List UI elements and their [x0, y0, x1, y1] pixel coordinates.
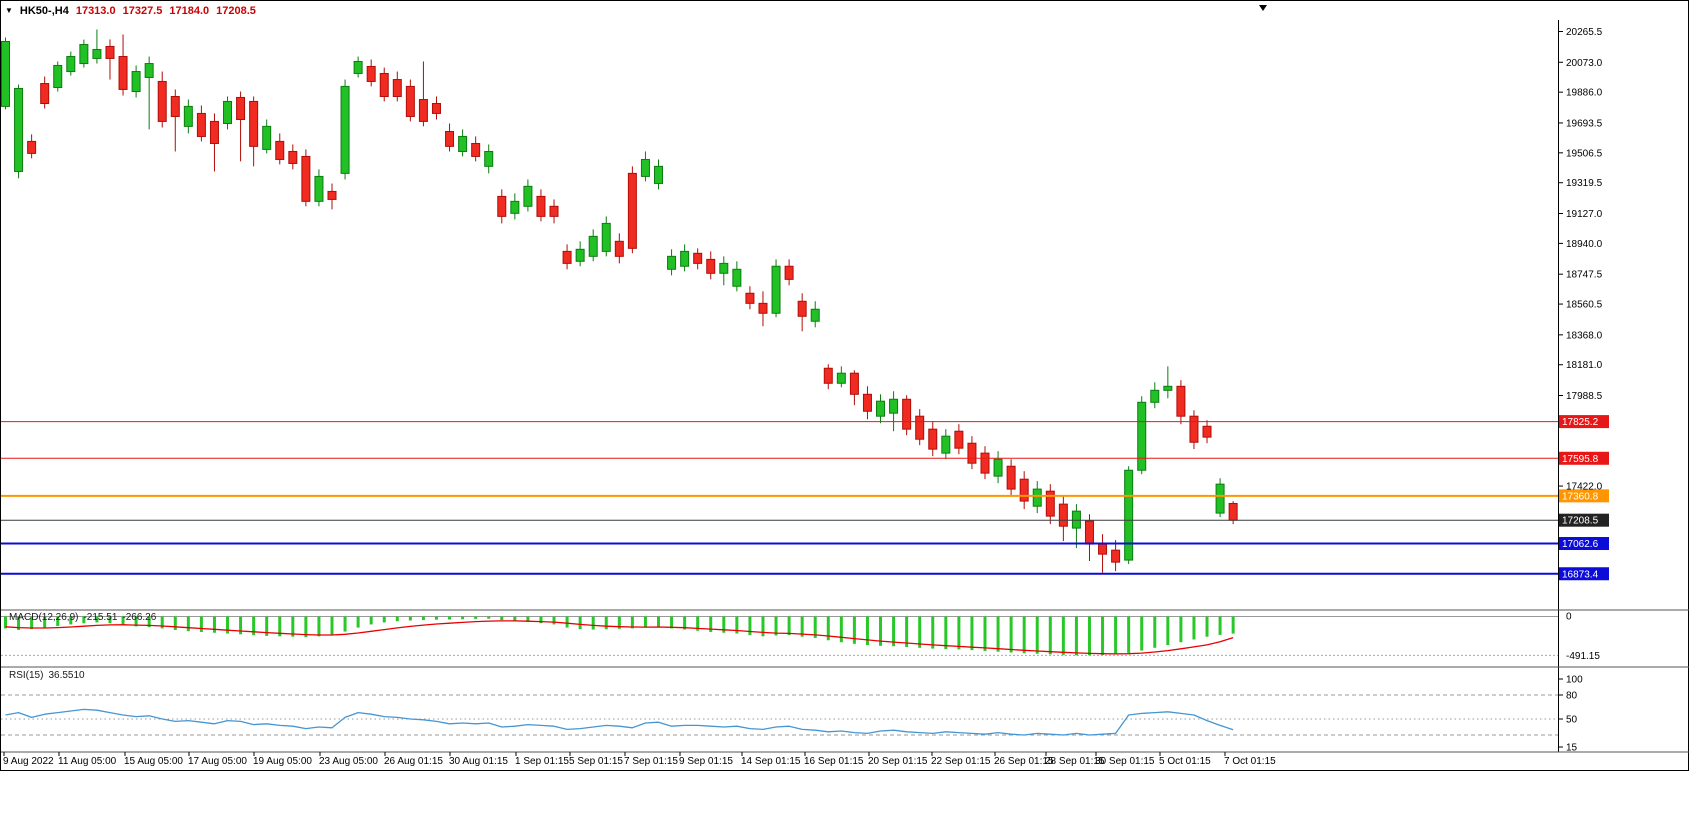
macd-indicator-label: MACD(12,26,9) -215.51 -266.26 [9, 612, 156, 623]
svg-text:20265.5: 20265.5 [1566, 27, 1603, 38]
svg-text:17825.2: 17825.2 [1562, 417, 1599, 428]
price-lines-layer[interactable]: 17825.2 17595.8 17360.8 17208.5 17062.6 16873… [1, 415, 1609, 581]
svg-text:19127.0: 19127.0 [1566, 209, 1603, 220]
chart-canvas[interactable]: 17825.2 17595.8 17360.8 17208.5 17062.6 16873… [1, 1, 1689, 772]
symbol-dropdown-icon[interactable]: ▼ [5, 5, 13, 15]
svg-text:5 Oct 01:15: 5 Oct 01:15 [1159, 756, 1211, 767]
svg-text:18747.5: 18747.5 [1566, 270, 1603, 281]
svg-text:80: 80 [1566, 691, 1578, 702]
macd-panel: 0 -491.15 [1, 612, 1600, 662]
svg-text:28 Sep 01:15: 28 Sep 01:15 [1045, 756, 1105, 767]
svg-text:15 Aug 05:00: 15 Aug 05:00 [124, 756, 183, 767]
svg-text:23 Aug 05:00: 23 Aug 05:00 [319, 756, 378, 767]
macd-main-value: -215.51 [83, 612, 118, 623]
price-axis[interactable]: 20265.5 20073.0 19886.0 19693.5 19506.5 19319… [1558, 20, 1603, 752]
macd-name: MACD(12,26,9) [9, 612, 79, 623]
price-line-label [1559, 415, 1609, 429]
svg-text:9 Sep 01:15: 9 Sep 01:15 [679, 756, 733, 767]
svg-text:19886.0: 19886.0 [1566, 88, 1603, 99]
ohlc-low: 17184.0 [169, 4, 210, 17]
svg-text:9 Aug 2022: 9 Aug 2022 [3, 756, 54, 767]
svg-text:18560.5: 18560.5 [1566, 300, 1603, 311]
svg-text:17208.5: 17208.5 [1562, 516, 1599, 527]
svg-text:7 Sep 01:15: 7 Sep 01:15 [624, 756, 678, 767]
time-axis[interactable]: 9 Aug 2022 11 Aug 05:00 15 Aug 05:00 17 Aug… [3, 752, 1276, 767]
svg-text:16873.4: 16873.4 [1562, 569, 1599, 580]
macd-signal-value: -266.26 [122, 612, 157, 623]
svg-text:22 Sep 01:15: 22 Sep 01:15 [931, 756, 991, 767]
svg-text:19 Aug 05:00: 19 Aug 05:00 [253, 756, 312, 767]
price-line-label [1559, 567, 1609, 581]
svg-text:18368.0: 18368.0 [1566, 330, 1603, 341]
svg-text:100: 100 [1566, 675, 1583, 686]
svg-text:16 Sep 01:15: 16 Sep 01:15 [804, 756, 864, 767]
svg-text:14 Sep 01:15: 14 Sep 01:15 [741, 756, 801, 767]
svg-text:17 Aug 05:00: 17 Aug 05:00 [188, 756, 247, 767]
panel-separators[interactable] [1, 609, 1689, 753]
svg-text:20 Sep 01:15: 20 Sep 01:15 [868, 756, 928, 767]
svg-text:26 Sep 01:15: 26 Sep 01:15 [994, 756, 1054, 767]
svg-text:30 Aug 01:15: 30 Aug 01:15 [449, 756, 508, 767]
price-line-label [1559, 451, 1609, 465]
svg-text:20073.0: 20073.0 [1566, 58, 1603, 69]
svg-text:17595.8: 17595.8 [1562, 454, 1599, 465]
chart-info-bar: ▼ HK50-,H4 17313.0 17327.5 17184.0 17208… [5, 3, 256, 18]
candles-layer [1, 29, 1238, 573]
symbol-timeframe-label: HK50-,H4 [19, 4, 69, 17]
ohlc-high: 17327.5 [122, 4, 163, 17]
svg-text:-491.15: -491.15 [1566, 651, 1600, 662]
svg-text:50: 50 [1566, 715, 1578, 726]
svg-text:26 Aug 01:15: 26 Aug 01:15 [384, 756, 443, 767]
svg-text:18181.0: 18181.0 [1566, 360, 1603, 371]
svg-text:1 Sep 01:15: 1 Sep 01:15 [515, 756, 569, 767]
rsi-indicator-label: RSI(15) 36.5510 [9, 670, 85, 681]
svg-text:17360.8: 17360.8 [1562, 491, 1599, 502]
svg-text:5 Sep 01:15: 5 Sep 01:15 [569, 756, 623, 767]
svg-text:7 Oct 01:15: 7 Oct 01:15 [1224, 756, 1276, 767]
svg-text:0: 0 [1566, 612, 1572, 623]
price-line-label [1559, 537, 1609, 551]
svg-text:30 Sep 01:15: 30 Sep 01:15 [1095, 756, 1155, 767]
svg-text:11 Aug 05:00: 11 Aug 05:00 [58, 756, 117, 767]
rsi-name: RSI(15) [9, 670, 44, 681]
rsi-value: 36.5510 [48, 670, 85, 681]
ohlc-open: 17313.0 [75, 4, 116, 17]
svg-text:19319.5: 19319.5 [1566, 178, 1603, 189]
scroll-end-marker[interactable] [1259, 5, 1267, 11]
rsi-panel: 100 80 50 15 [1, 675, 1583, 754]
svg-text:19506.5: 19506.5 [1566, 148, 1603, 159]
svg-text:17422.0: 17422.0 [1566, 482, 1603, 493]
chart-widget: ▼ HK50-,H4 17313.0 17327.5 17184.0 17208… [0, 0, 1689, 771]
svg-text:15: 15 [1566, 743, 1578, 754]
svg-text:18940.0: 18940.0 [1566, 239, 1603, 250]
price-line-label [1559, 489, 1609, 503]
price-line-label [1559, 513, 1609, 527]
ohlc-close: 17208.5 [216, 4, 256, 17]
svg-text:19693.5: 19693.5 [1566, 118, 1603, 129]
svg-text:17988.5: 17988.5 [1566, 391, 1603, 402]
svg-text:17062.6: 17062.6 [1562, 539, 1599, 550]
